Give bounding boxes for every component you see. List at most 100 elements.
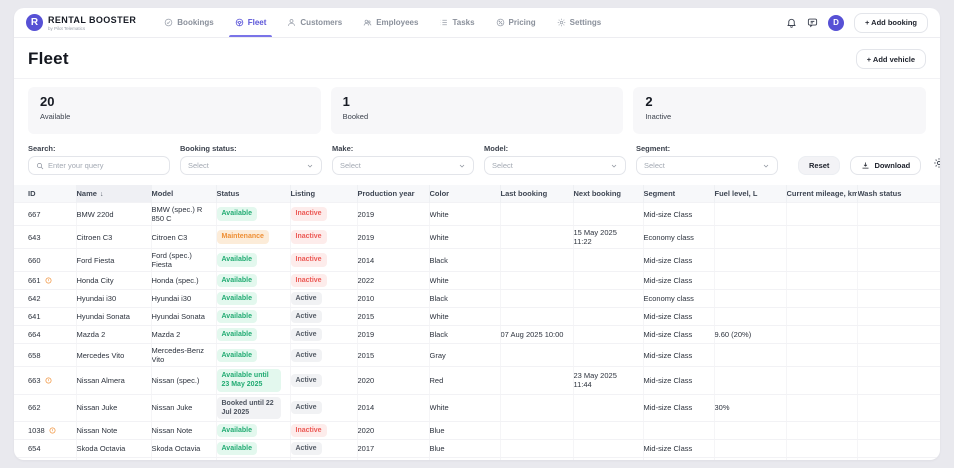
cell-mileage: [785, 307, 857, 327]
cell-next-booking: [572, 271, 643, 291]
cell-wash-status: [856, 248, 940, 272]
column-header-segment[interactable]: Segment: [642, 185, 714, 203]
column-header-name[interactable]: Name ↓: [75, 185, 151, 203]
cell-name: Nissan Note: [75, 421, 151, 440]
cell-name: Citroen C3: [75, 225, 151, 249]
table-row[interactable]: 1038 Nissan Note Nissan Note Available Inact…: [14, 421, 940, 440]
cell-name: Nissan Juke: [75, 394, 151, 422]
booking-status-select[interactable]: Select: [180, 156, 322, 175]
add-booking-button[interactable]: + Add booking: [853, 12, 928, 33]
table-settings-button[interactable]: [931, 157, 940, 175]
column-header-production-year[interactable]: Production year: [356, 185, 429, 203]
table-row[interactable]: 667 BMW 220d BMW (spec.) R 850 C Available I…: [14, 202, 940, 226]
model-select[interactable]: Select: [484, 156, 626, 175]
reset-button[interactable]: Reset: [798, 156, 841, 175]
cell-model: Hyundai Sonata: [150, 307, 216, 327]
nav-item-employees[interactable]: Employees: [363, 8, 418, 37]
notifications-button[interactable]: [786, 17, 797, 28]
column-header-wash-status[interactable]: Wash status: [856, 185, 940, 203]
cell-listing: Inactive: [289, 248, 357, 272]
column-header-model[interactable]: Model: [150, 185, 216, 203]
app-window: R RENTAL BOOSTER by Pilot Telematics Boo…: [14, 8, 940, 460]
cell-color: White: [428, 225, 500, 249]
stat-card-booked: 1 Booked: [330, 87, 624, 134]
table-row[interactable]: 663 Nissan Almera Nissan (spec.) Available …: [14, 366, 940, 395]
cell-last-booking: [499, 225, 573, 249]
brand-name: RENTAL BOOSTER: [48, 14, 137, 25]
column-header-current-mileage-km[interactable]: Current mileage, km: [785, 185, 857, 203]
cell-model: Ford (spec.) Fiesta: [150, 248, 216, 272]
cell-production-year: 2014: [356, 394, 429, 422]
status-badge: Available: [217, 292, 257, 306]
user-avatar[interactable]: D: [827, 14, 844, 31]
stat-card-inactive: 2 Inactive: [633, 87, 927, 134]
cell-production-year: 2010: [356, 289, 429, 309]
add-vehicle-button[interactable]: + Add vehicle: [855, 49, 926, 69]
nav-item-tasks[interactable]: Tasks: [439, 8, 475, 37]
cell-last-booking: [499, 394, 573, 422]
table-row[interactable]: 661 Honda City Honda (spec.) Available Inact…: [14, 271, 940, 291]
column-header-fuel-level-l[interactable]: Fuel level, L: [713, 185, 786, 203]
messages-button[interactable]: [807, 17, 818, 28]
cell-model: Hyundai i30: [150, 289, 216, 309]
cell-last-booking: [499, 439, 573, 458]
column-header-last-booking[interactable]: Last booking: [499, 185, 573, 203]
table-row[interactable]: 654 Skoda Octavia Skoda Octavia Available Ac…: [14, 439, 940, 458]
column-header-listing[interactable]: Listing: [289, 185, 357, 203]
download-button[interactable]: Download: [850, 156, 922, 175]
table-row[interactable]: 658 Mercedes Vito Mercedes-Benz Vito Availa…: [14, 343, 940, 368]
cell-color: White: [428, 202, 500, 226]
cell-listing: Inactive: [289, 202, 357, 226]
cell-production-year: 2015: [356, 343, 429, 368]
cell-fuel-level: [713, 307, 786, 327]
column-header-next-booking[interactable]: Next booking: [572, 185, 643, 203]
sort-desc-icon: ↓: [99, 191, 104, 198]
cell-id: 1038: [14, 421, 76, 440]
cell-mileage: [785, 421, 857, 440]
cell-last-booking: [499, 343, 573, 368]
chevron-down-icon: [611, 164, 617, 168]
cell-id: 660: [14, 248, 76, 272]
select-value: Select: [188, 161, 209, 170]
cell-next-booking: [572, 421, 643, 440]
cell-mileage: [785, 248, 857, 272]
column-header-id[interactable]: ID: [14, 185, 76, 203]
make-select[interactable]: Select: [332, 156, 474, 175]
download-label: Download: [874, 161, 911, 170]
nav-item-settings[interactable]: Settings: [557, 8, 601, 37]
cell-listing: Inactive: [289, 225, 357, 249]
nav-item-pricing[interactable]: Pricing: [496, 8, 536, 37]
cell-mileage: [785, 394, 857, 422]
select-value: Select: [340, 161, 361, 170]
cell-id: 652: [14, 457, 76, 460]
cell-id: 667: [14, 202, 76, 226]
cell-status: Available until 23 May 2025: [215, 366, 290, 395]
cell-next-booking: [572, 439, 643, 458]
listing-badge: Active: [291, 310, 322, 324]
nav-label: Fleet: [247, 18, 267, 27]
cell-wash-status: [856, 421, 940, 440]
column-header-status[interactable]: Status: [215, 185, 290, 203]
cell-listing: Active: [289, 289, 357, 309]
nav-item-fleet[interactable]: Fleet: [228, 8, 273, 37]
cell-listing: Active: [289, 457, 357, 460]
cell-last-booking: [499, 457, 573, 460]
nav-item-bookings[interactable]: Bookings: [164, 8, 214, 37]
cell-mileage: [785, 202, 857, 226]
table-row[interactable]: 664 Mazda 2 Mazda 2 Available Active 2019 Blac…: [14, 325, 940, 345]
table-row[interactable]: 643 Citroen C3 Citroen C3 Maintenance Inacti…: [14, 225, 940, 249]
nav-item-customers[interactable]: Customers: [287, 8, 342, 37]
segment-select[interactable]: Select: [636, 156, 778, 175]
table-row[interactable]: 660 Ford Fiesta Ford (spec.) Fiesta Availab…: [14, 248, 940, 272]
search-input[interactable]: [48, 161, 162, 170]
table-row[interactable]: 652Skoda YetiSkoda YetiAvailable until 1…: [14, 457, 940, 460]
cell-id: 654: [14, 439, 76, 458]
cell-segment: Mid-size Class: [642, 343, 714, 368]
brand[interactable]: R RENTAL BOOSTER by Pilot Telematics: [26, 14, 136, 31]
column-header-color[interactable]: Color: [428, 185, 500, 203]
cell-status: Booked until 22 Jul 2025: [215, 394, 290, 422]
table-row[interactable]: 641 Hyundai Sonata Hyundai Sonata Available…: [14, 307, 940, 327]
nav-label: Tasks: [452, 18, 475, 27]
table-row[interactable]: 642 Hyundai i30 Hyundai i30 Available Active…: [14, 289, 940, 309]
table-row[interactable]: 662 Nissan Juke Nissan Juke Booked until 22…: [14, 394, 940, 422]
